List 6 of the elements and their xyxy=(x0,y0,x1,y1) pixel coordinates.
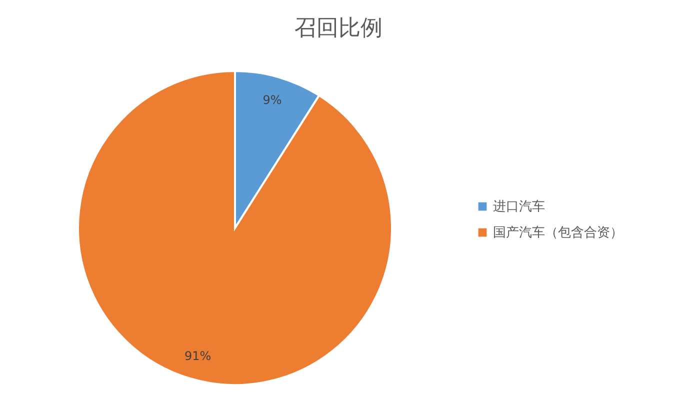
data-label: 9% xyxy=(262,92,282,107)
data-label: 91% xyxy=(184,349,212,364)
chart-title: 召回比例 xyxy=(294,16,382,41)
legend-label: 进口汽车 xyxy=(493,200,545,214)
legend-label: 国产汽车（包含合资） xyxy=(493,226,623,240)
pie-slice xyxy=(77,70,393,386)
